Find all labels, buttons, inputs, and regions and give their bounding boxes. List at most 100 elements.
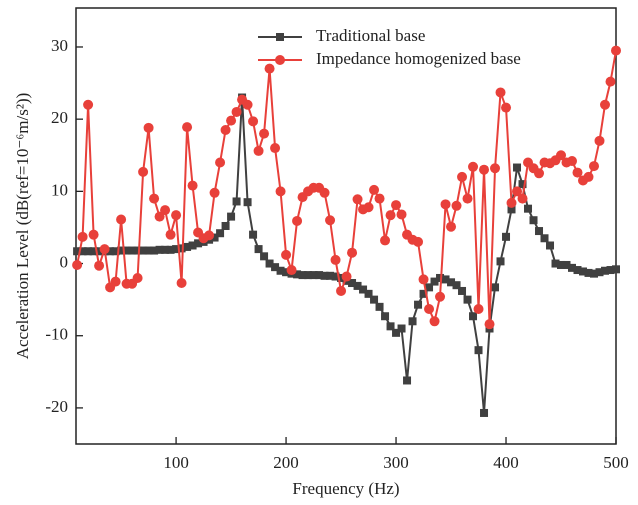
data-point	[89, 247, 98, 256]
data-point	[177, 244, 186, 253]
data-point	[612, 265, 620, 274]
data-point	[77, 231, 88, 242]
data-point	[557, 260, 566, 269]
data-point	[408, 317, 417, 326]
data-point	[166, 245, 175, 254]
data-point	[265, 259, 274, 268]
data-point	[430, 277, 439, 286]
data-point	[513, 163, 522, 172]
data-point	[414, 300, 423, 309]
data-point	[259, 128, 270, 139]
data-point	[512, 186, 523, 197]
data-point	[326, 271, 335, 280]
data-point	[495, 87, 506, 98]
data-point	[601, 266, 610, 275]
data-point	[418, 274, 429, 285]
data-point	[352, 194, 363, 205]
x-tick-label: 500	[603, 453, 629, 472]
data-point	[298, 271, 307, 280]
data-point	[270, 143, 281, 154]
data-point	[133, 246, 142, 255]
data-point	[249, 230, 258, 239]
data-point	[369, 184, 380, 195]
data-point	[600, 99, 611, 110]
data-point	[474, 346, 483, 355]
x-tick-label: 400	[493, 453, 519, 472]
data-point	[172, 245, 181, 254]
legend-marker	[275, 55, 285, 65]
data-point	[304, 271, 313, 280]
data-point	[232, 197, 241, 206]
legend-label: Traditional base	[316, 26, 425, 45]
data-point	[78, 247, 87, 256]
data-point	[468, 161, 479, 172]
data-point	[215, 157, 226, 168]
data-point	[506, 197, 517, 208]
data-point	[210, 233, 219, 242]
data-point	[584, 268, 593, 277]
data-point	[435, 291, 446, 302]
data-point	[94, 260, 105, 271]
data-point	[72, 259, 83, 270]
data-point	[325, 215, 336, 226]
data-point	[572, 167, 583, 178]
data-point	[209, 187, 220, 198]
data-point	[155, 245, 164, 254]
data-point	[254, 245, 263, 254]
data-point	[88, 229, 99, 240]
data-point	[110, 276, 121, 287]
data-point	[353, 281, 362, 290]
y-tick-label: -10	[45, 325, 68, 344]
data-point	[605, 76, 616, 87]
data-point	[385, 210, 396, 221]
data-point	[524, 204, 533, 213]
data-point	[292, 215, 303, 226]
data-point	[546, 241, 555, 250]
data-point	[424, 304, 435, 315]
data-point	[452, 281, 461, 290]
series-line	[77, 97, 617, 414]
data-point	[517, 193, 528, 204]
data-point	[111, 247, 120, 256]
data-point	[336, 285, 347, 296]
data-point	[348, 279, 357, 288]
data-point	[496, 257, 505, 266]
data-point	[573, 266, 582, 275]
data-point	[590, 269, 599, 278]
data-point	[204, 230, 215, 241]
data-point	[319, 187, 330, 198]
data-point	[397, 324, 406, 333]
data-point	[473, 304, 484, 315]
y-tick-label: 10	[51, 180, 68, 199]
data-point	[139, 246, 148, 255]
data-point	[171, 210, 182, 221]
data-point	[99, 244, 110, 255]
data-point	[331, 272, 340, 281]
data-point	[132, 272, 143, 283]
data-point	[165, 229, 176, 240]
data-point	[451, 200, 462, 211]
data-point	[143, 122, 154, 133]
data-point	[535, 227, 544, 236]
data-point	[281, 249, 292, 260]
data-point	[271, 263, 280, 272]
data-point	[425, 283, 434, 292]
data-point	[364, 289, 373, 298]
data-point	[187, 180, 198, 191]
data-point	[83, 99, 94, 110]
x-axis-label: Frequency (Hz)	[292, 479, 399, 498]
data-point	[275, 186, 286, 197]
data-point	[479, 164, 490, 175]
data-point	[556, 150, 567, 161]
data-point	[441, 275, 450, 284]
data-point	[182, 122, 193, 133]
y-tick-label: 20	[51, 108, 68, 127]
data-point	[347, 247, 358, 258]
data-point	[363, 202, 374, 213]
data-point	[150, 246, 159, 255]
data-point	[276, 266, 285, 275]
data-point	[381, 312, 390, 321]
data-point	[436, 273, 445, 282]
data-point	[562, 260, 571, 269]
